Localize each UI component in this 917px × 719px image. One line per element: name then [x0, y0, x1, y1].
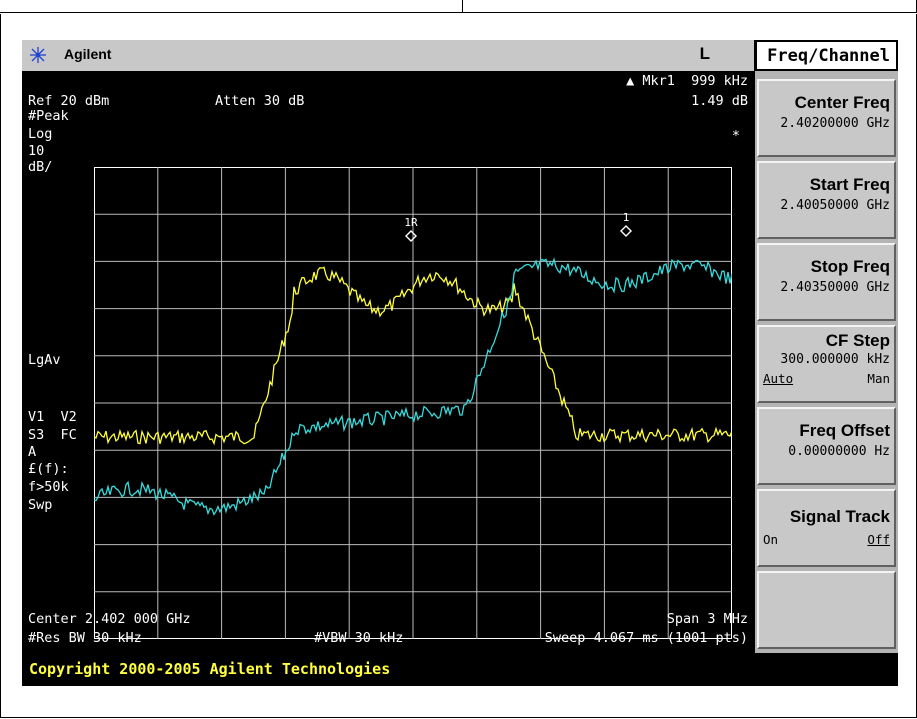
key-label: CF Step — [825, 331, 890, 350]
averaging-label: LgAv — [28, 352, 61, 368]
top-table-row — [0, 0, 917, 14]
menu-title-label: Freq/Channel — [767, 46, 890, 66]
span: Span 3 MHz — [666, 611, 748, 627]
title-bar: Agilent L — [22, 40, 754, 71]
cyan-trace — [94, 257, 732, 516]
spectrum-analyzer-screenshot: Agilent L ▲ Mkr1 999 kHz Ref 20 dBm Atte… — [22, 40, 898, 686]
key-label: Start Freq — [809, 175, 890, 194]
trace-row-3: A — [28, 444, 37, 460]
marker-readout: ▲ Mkr1 999 kHz — [626, 73, 748, 89]
freq-offset-key[interactable]: Freq Offset 0.00000000 Hz — [757, 407, 896, 485]
man-option: Man — [867, 371, 890, 386]
stop-freq-key[interactable]: Stop Freq 2.40350000 GHz — [757, 243, 896, 321]
key-label: Freq Offset — [799, 421, 890, 440]
key-value: 2.40350000 GHz — [780, 280, 890, 295]
detector-label: #Peak — [28, 108, 69, 124]
asterisk-indicator: * — [731, 128, 740, 144]
marker-label: 1R — [404, 216, 418, 229]
top-cell-left — [0, 0, 463, 13]
center-freq-key[interactable]: Center Freq 2.40200000 GHz — [757, 79, 896, 157]
key-value: 300.000000 kHz — [780, 352, 890, 367]
brand-name: Agilent — [64, 46, 112, 62]
top-cell-right — [462, 0, 917, 13]
status-flag: L — [699, 44, 710, 63]
menu-title: Freq/Channel — [755, 40, 898, 71]
scale-value: 10 — [28, 143, 45, 159]
key-value: 2.40200000 GHz — [780, 116, 890, 131]
center-frequency: Center 2.402 000 GHz — [28, 611, 191, 627]
signal-track-key[interactable]: Signal Track On Off — [757, 489, 896, 567]
key-value: 2.40050000 GHz — [780, 198, 890, 213]
display-area: ▲ Mkr1 999 kHz Ref 20 dBm Atten 30 dB 1.… — [22, 71, 754, 653]
copyright-text: Copyright 2000-2005 Agilent Technologies — [29, 660, 391, 678]
empty-key[interactable] — [757, 571, 896, 649]
start-freq-key[interactable]: Start Freq 2.40050000 GHz — [757, 161, 896, 239]
scale-units: dB/ — [28, 159, 53, 175]
sweep-time: Sweep 4.067 ms (1001 pts) — [544, 630, 748, 646]
marker-label: 1 — [623, 211, 630, 224]
marker-diamond-icon — [620, 225, 632, 237]
ref-level: Ref 20 dBm — [28, 93, 110, 109]
key-label: Center Freq — [794, 93, 890, 112]
marker-delta: 1.49 dB — [691, 93, 748, 109]
trace-row-1: V1 V2 — [28, 409, 77, 425]
correction-row: £(f): — [28, 461, 69, 477]
agilent-spark-icon — [30, 47, 46, 63]
auto-option: Auto — [763, 371, 794, 386]
on-option: On — [763, 532, 779, 547]
sweep-row: Swp — [28, 497, 53, 513]
vbw: #VBW 30 kHz — [314, 630, 404, 646]
key-label: Stop Freq — [810, 257, 890, 276]
scale-type: Log — [28, 126, 53, 142]
off-option: Off — [867, 532, 890, 547]
res-bw: #Res BW 30 kHz — [28, 630, 142, 646]
softkey-menu: Freq/Channel Center Freq 2.40200000 GHz … — [755, 40, 898, 653]
trace-row-2: S3 FC — [28, 427, 77, 443]
marker-diamond-icon — [405, 230, 417, 242]
copyright-bar: Copyright 2000-2005 Agilent Technologies — [22, 653, 898, 686]
filter-row: f>50k — [28, 479, 69, 495]
key-value: 0.00000000 Hz — [788, 444, 890, 459]
yellow-trace — [94, 266, 732, 446]
spectrum-graticule: 1R 1 — [94, 167, 732, 639]
cf-step-key[interactable]: CF Step 300.000000 kHz Auto Man — [757, 325, 896, 403]
key-label: Signal Track — [789, 507, 890, 526]
attenuation: Atten 30 dB — [215, 93, 305, 109]
